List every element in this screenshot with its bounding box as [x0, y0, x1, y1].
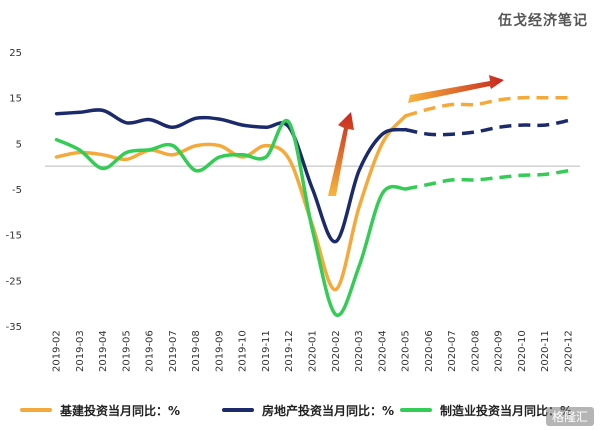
x-tick-label: 2020-08 — [470, 330, 481, 372]
x-tick-label: 2019-12 — [284, 330, 295, 372]
legend-swatch-real-estate — [222, 408, 254, 412]
trend-arrow-up — [328, 112, 354, 196]
x-tick-label: 2020-12 — [563, 330, 574, 372]
y-tick-label: -15 — [6, 231, 22, 242]
series-forecast-line-manufacturing — [405, 168, 569, 191]
x-tick-label: 2019-07 — [168, 330, 179, 372]
legend-item-construction: 基建投资当月同比：% — [20, 398, 180, 422]
legend-label-manufacturing: 制造业投资当月同比：% — [440, 403, 573, 418]
x-tick-label: 2020-02 — [331, 330, 342, 372]
watermark: 伍戈经济笔记 — [498, 13, 588, 29]
legend-swatch-construction — [20, 408, 52, 412]
x-tick-label: 2020-06 — [424, 330, 435, 372]
legend: 基建投资当月同比：% 房地产投资当月同比：% 制造业投资当月同比：% — [0, 398, 600, 422]
x-tick-label: 2020-05 — [401, 330, 412, 372]
x-tick-label: 2019-10 — [238, 330, 249, 372]
y-tick-label: -25 — [6, 276, 22, 287]
x-tick-label: 2020-04 — [377, 330, 388, 372]
x-tick-label: 2019-02 — [52, 330, 63, 372]
y-tick-label: 5 — [16, 139, 22, 150]
x-tick-label: 2019-03 — [75, 330, 86, 372]
y-tick-label: 25 — [9, 48, 22, 59]
legend-swatch-manufacturing — [400, 408, 432, 412]
x-tick-label: 2019-06 — [145, 330, 156, 372]
x-tick-label: 2020-11 — [540, 330, 551, 372]
x-tick-label: 2019-09 — [214, 330, 225, 372]
legend-label-construction: 基建投资当月同比：% — [60, 403, 181, 418]
x-tick-label: 2019-08 — [191, 330, 202, 372]
series-forecast-line-construction — [405, 95, 569, 118]
corner-watermark: 格隆汇 — [545, 407, 594, 426]
series-line-construction — [54, 114, 408, 292]
x-tick-label: 2019-05 — [121, 330, 132, 372]
trend-arrow-right — [408, 75, 504, 103]
x-tick-label: 2020-09 — [494, 330, 505, 372]
x-tick-label: 2020-07 — [447, 330, 458, 372]
y-tick-label: 15 — [9, 94, 22, 105]
legend-item-real-estate: 房地产投资当月同比：% — [222, 398, 394, 422]
x-tick-label: 2019-11 — [261, 330, 272, 372]
trend-arrows — [328, 75, 504, 196]
series-line-manufacturing — [54, 118, 408, 317]
legend-label-real-estate: 房地产投资当月同比：% — [262, 403, 395, 418]
y-tick-label: -5 — [12, 185, 22, 196]
y-tick-label: -35 — [6, 322, 22, 333]
x-tick-label: 2020-10 — [517, 330, 528, 372]
x-axis-ticks: 2019-02 2019-03 2019-04 2019-05 2019-06 2019-… — [52, 330, 575, 372]
y-axis-ticks: 25 15 5 -5 -15 -25 -35 — [6, 48, 22, 333]
x-tick-label: 2020-03 — [354, 330, 365, 372]
x-tick-label: 2019-04 — [98, 330, 109, 372]
series-layer — [54, 95, 569, 317]
series-forecast-line-real-estate — [405, 118, 569, 137]
x-tick-label: 2020-01 — [308, 330, 319, 372]
legend-item-manufacturing: 制造业投资当月同比：% — [400, 398, 572, 422]
series-line-real-estate — [54, 108, 408, 244]
